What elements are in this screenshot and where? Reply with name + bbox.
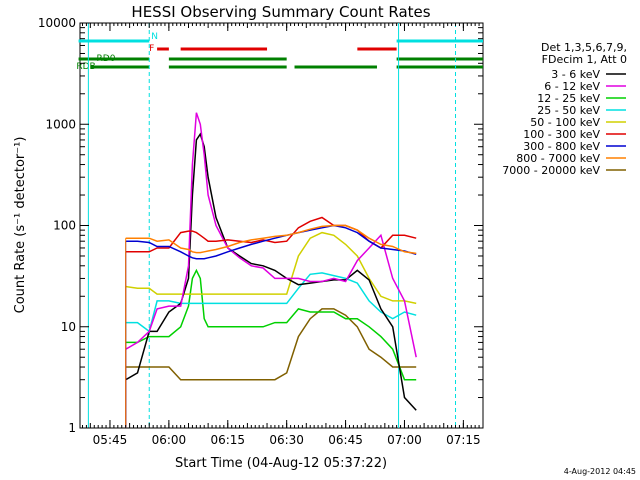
count-rate-series <box>125 112 417 428</box>
flag-label: RD0 <box>97 54 116 64</box>
series-line-5 <box>125 231 417 305</box>
series-line-2 <box>125 112 417 358</box>
y-axis-label: Count Rate (s⁻¹ detector⁻¹) <box>13 137 28 314</box>
legend-entry-label: 3 - 6 keV <box>551 68 600 81</box>
y-tick-label: 1 <box>68 421 76 435</box>
legend-entry-label: 12 - 25 keV <box>537 92 600 105</box>
legend-entry-label: 100 - 300 keV <box>523 128 600 141</box>
legend-entry-label: 6 - 12 keV <box>544 80 600 93</box>
x-axis-ticks: 05:45 06:00 06:15 06:30 06:45 07:00 07:15 <box>81 23 484 447</box>
series-line-7 <box>125 224 417 260</box>
chart-title: HESSI Observing Summary Count Rates <box>131 3 430 21</box>
x-tick-label: 06:00 <box>152 433 187 447</box>
y-tick-label: 1000 <box>45 117 76 131</box>
legend-entry-label: 50 - 100 keV <box>530 116 600 129</box>
series-line-9 <box>125 308 417 381</box>
y-axis-ticks: 1 10 100 1000 10000 <box>38 16 483 435</box>
x-tick-label: 05:45 <box>93 433 128 447</box>
series-line-1 <box>125 132 417 411</box>
x-tick-label: 06:30 <box>269 433 304 447</box>
legend: Det 1,3,5,6,7,9,FDecim 1, Att 0 3 - 6 keV… <box>502 41 627 177</box>
series-line-4 <box>125 272 417 333</box>
legend-entry-label: 800 - 7000 keV <box>516 152 600 165</box>
x-tick-label: 07:00 <box>387 433 422 447</box>
flag-label: F <box>149 44 154 54</box>
legend-header-line: FDecim 1, Att 0 <box>542 53 627 66</box>
x-tick-label: 07:15 <box>446 433 481 447</box>
y-tick-label: 100 <box>53 219 76 233</box>
legend-entry-label: 300 - 800 keV <box>523 140 600 153</box>
flag-label: RDB <box>76 62 95 72</box>
flag-label: N <box>151 32 158 42</box>
x-axis-label: Start Time (04-Aug-12 05:37:22) <box>175 456 387 471</box>
x-tick-label: 06:45 <box>328 433 363 447</box>
series-line-8 <box>125 224 417 255</box>
y-tick-label: 10000 <box>38 16 76 30</box>
footer-date: 4-Aug-2012 04:45 <box>564 467 636 476</box>
y-tick-label: 10 <box>61 320 76 334</box>
series-line-3 <box>125 268 417 381</box>
legend-entry-label: 25 - 50 keV <box>537 104 600 117</box>
legend-header-line: Det 1,3,5,6,7,9, <box>541 41 627 54</box>
legend-entry-label: 7000 - 20000 keV <box>502 164 600 177</box>
x-tick-label: 06:15 <box>210 433 245 447</box>
